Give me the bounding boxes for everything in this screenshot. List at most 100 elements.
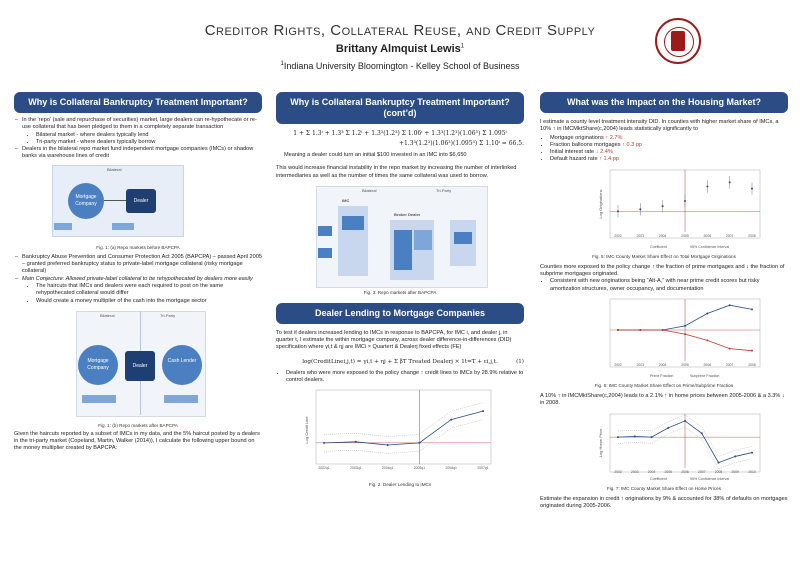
figure-3-caption: Fig. 3: Repo markets after BAPCPA	[363, 289, 437, 295]
effects-list: Mortgage originations ↑ 2.7% Fraction ba…	[540, 135, 788, 164]
sub-bullet: Tri-party market - where dealers typical…	[36, 139, 262, 146]
data-point	[617, 328, 619, 331]
data-point	[734, 454, 737, 457]
sub-bullet: The haircuts that IMCs and dealers were …	[36, 283, 262, 298]
figure-7-chart: Log Home Price Coefficient 95% Confidenc…	[540, 412, 788, 484]
chart-frame	[315, 390, 492, 465]
effect-label: Initial interest rate	[550, 149, 596, 156]
column-2: Why is Collateral Bankruptcy Treatment I…	[276, 92, 524, 487]
chart1-ylabel: Log Credit Line	[304, 416, 309, 444]
sub-list-conjecture: The haircuts that IMCs and dealers were …	[22, 283, 262, 305]
fig1a-collateral-box	[54, 222, 72, 230]
x-tick-label: 2004	[659, 363, 667, 367]
x-tick-label: 2004q1	[382, 466, 393, 470]
author-line: Brittany Almquist Lewis1	[0, 43, 800, 55]
chart4-legend-1: Coefficient	[650, 477, 667, 481]
poster-header: Creditor Rights, Collateral Reuse, and C…	[0, 0, 800, 90]
fig1b-mortgage-company: Mortgage Company	[78, 344, 118, 385]
effect-value: ↑ 2.7%	[605, 134, 623, 141]
equation-did-body: log(CreditLinei,j,t) = γi,t + ηj + Σ βT …	[302, 358, 498, 365]
figure-1a: Bilateral Mortgage Company Dealer	[14, 164, 262, 243]
data-point	[700, 431, 703, 434]
x-tick-label: 2007q1	[477, 466, 488, 470]
bullet-list-1: In the ‘repo’ (sale and repurchase of se…	[14, 117, 262, 161]
data-point	[639, 208, 642, 211]
fig3-box	[342, 215, 364, 230]
home-price-chart: Log Home Price Coefficient 95% Confidenc…	[598, 413, 761, 481]
column-1: Why is Collateral Bankruptcy Treatment I…	[14, 92, 262, 453]
x-tick-label: 2007	[698, 470, 706, 474]
dealer-lending-chart: Log Credit Line 2002q1 2003q1 2004q1 2005q1…	[304, 390, 492, 470]
data-point	[450, 418, 453, 421]
data-point	[706, 312, 709, 315]
paragraph-expansion: Estimate the expansion in credit ↑ origi…	[540, 495, 788, 509]
x-tick-label: 2007	[726, 363, 734, 367]
chart3-legend-2: Subprime Fraction	[690, 374, 719, 378]
x-tick-label: 2006	[681, 470, 689, 474]
fig3-header-left: Bilateral	[362, 187, 377, 193]
bullet-dealers-fund: Dealers in the bilateral repo market fun…	[15, 146, 262, 161]
ci-lower	[617, 426, 753, 469]
data-point	[354, 441, 357, 444]
data-point	[661, 328, 664, 331]
equation-line-1: 1 + Σ 1.3ⁱ + 1.3³ Σ 1.2ⁱ + 1.3³(1.2³) Σ …	[293, 130, 507, 137]
x-tick-label: 2005	[681, 363, 689, 367]
affiliation-line: 1Indiana University Bloomington - Kelley…	[0, 61, 800, 71]
effect-value: ↑ 0.3 pp	[622, 141, 643, 148]
equation-number: (1)	[516, 358, 524, 365]
ci-lower	[323, 419, 484, 455]
figure-1a-caption: Fig. 1: (a) Repo markets before BAPCPA	[96, 244, 180, 250]
section-banner-housing: What was the Impact on the Housing Marke…	[540, 92, 788, 113]
data-point	[684, 419, 686, 422]
data-point	[418, 442, 421, 445]
figure-1b: Bilateral Tri-Party Mortgage Company Dea…	[14, 309, 262, 421]
paragraph-treatment-intensity: I estimate a county level treatment inte…	[540, 119, 779, 133]
chart2-legend-1: Coefficient	[650, 245, 667, 249]
ci-upper	[617, 414, 753, 457]
data-point	[684, 324, 686, 327]
equation-did: log(CreditLinei,j,t) = γi,t + ηj + Σ βT …	[276, 357, 524, 367]
x-tick-label: 2004	[659, 234, 667, 238]
x-tick-label: 2005q1	[414, 466, 425, 470]
data-point	[667, 426, 670, 429]
poster-title: Creditor Rights, Collateral Reuse, and C…	[204, 22, 596, 39]
affiliation: Indiana University Bloomington - Kelley …	[283, 61, 520, 71]
data-point	[482, 410, 484, 413]
x-tick-label: 2003	[631, 470, 639, 474]
column-3: What was the Impact on the Housing Marke…	[540, 92, 788, 510]
bullet-text: In the ‘repo’ (sale and repurchase of se…	[22, 117, 257, 131]
fig1b-header-right: Tri-Party	[160, 312, 176, 318]
figure-3: Bilateral Tri-Party IMC Broker Dealer	[276, 185, 524, 288]
effect-label: Fraction balloons mortgages	[550, 141, 623, 148]
data-point	[650, 435, 653, 438]
chart3-legend-1: Prime Fraction	[650, 374, 673, 378]
fig3-box	[318, 225, 332, 236]
effect-item: Initial interest rate ↓ 2.4%	[550, 149, 788, 156]
fig1b-cash-lender: Cash Lender	[162, 344, 202, 385]
x-tick-label: 2008	[748, 363, 756, 367]
equation-money-multiplier: 1 + Σ 1.3ⁱ + 1.3³ Σ 1.2ⁱ + 1.3³(1.2³) Σ …	[276, 129, 524, 149]
bullet-alt-a: Consistent with new originations being “…	[550, 278, 788, 293]
x-tick-label: 2002	[614, 363, 622, 367]
effect-label: Mortgage originations	[550, 134, 606, 141]
bullet-repo-market: In the ‘repo’ (sale and repurchase of se…	[15, 117, 262, 146]
paragraph-home-prices: A 10% ↑ in IMCMktShare(c,2004) leads to …	[540, 392, 785, 407]
data-point	[751, 187, 753, 190]
data-point	[386, 444, 389, 447]
x-tick-label: 2002	[614, 234, 622, 238]
fig1b-cash-box	[164, 394, 198, 403]
x-tick-label: 2003	[637, 363, 645, 367]
paragraph-haircuts: Given the haircuts reported by a subset …	[14, 430, 260, 452]
x-tick-label: 2006q1	[446, 466, 457, 470]
fig1a-arrow	[104, 199, 126, 201]
data-point	[706, 339, 709, 342]
fig1a-dealer: Dealer	[126, 188, 156, 213]
figure-5-caption: Fig. 5: IMC County Market Share Effect o…	[592, 253, 736, 259]
x-tick-label: 2010	[748, 470, 756, 474]
ci-upper	[323, 402, 484, 438]
section-banner-dealer-lending: Dealer Lending to Mortgage Companies	[276, 302, 524, 324]
section-banner-importance-cont: Why is Collateral Bankruptcy Treatment I…	[276, 92, 524, 124]
data-point	[728, 347, 731, 350]
prime-subprime-chart: Prime Fraction Subprime Fraction 2002 200…	[609, 298, 761, 378]
fig3-box	[414, 229, 432, 250]
